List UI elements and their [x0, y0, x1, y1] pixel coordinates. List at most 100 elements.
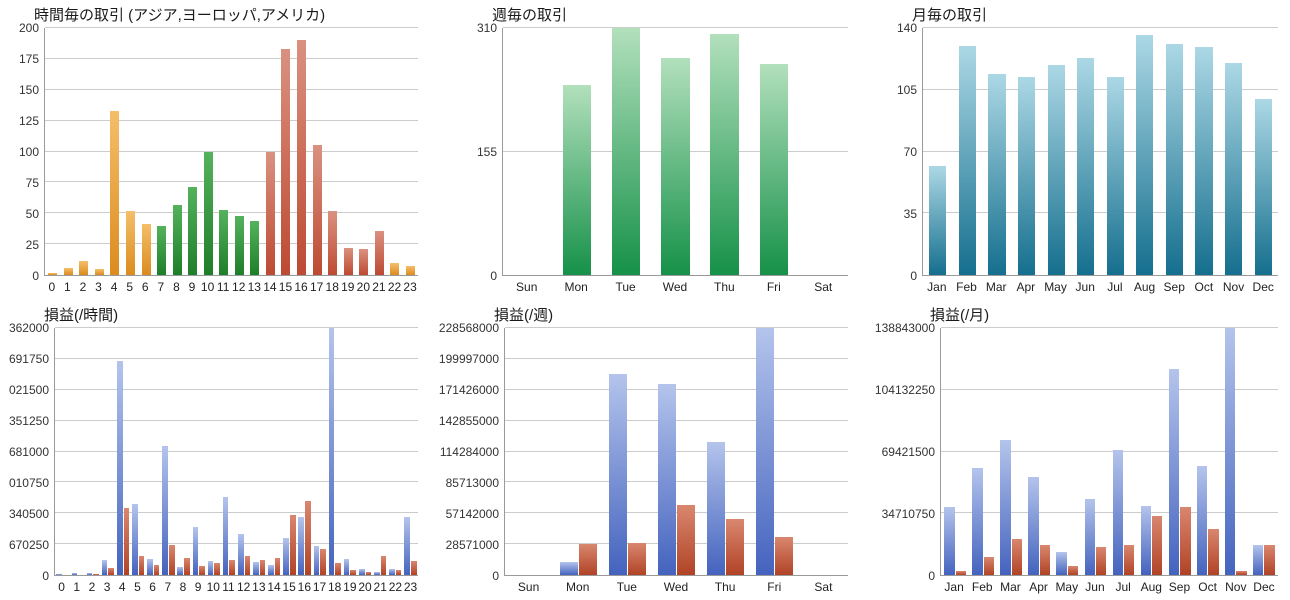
- x-axis-tick-label: 3: [95, 280, 102, 294]
- gridline: [45, 57, 418, 59]
- gridline: [55, 388, 418, 390]
- category-slot: [358, 328, 373, 575]
- gridline: [45, 150, 418, 152]
- category-slot: [123, 28, 139, 275]
- category-slot: [371, 28, 387, 275]
- pnl-monthly-bar-Aug-blue: [1140, 505, 1152, 575]
- category-slot: [92, 28, 108, 275]
- pnl-hourly-bar-18-red: [335, 563, 341, 575]
- pnl-weekly-bar-Tue-red: [628, 542, 647, 575]
- x-axis-tick-label: Sat: [814, 280, 833, 294]
- y-axis-tick-label: 691750: [8, 352, 49, 366]
- trades-hourly-bar-23: [405, 266, 415, 275]
- pnl-weekly-bar-Thu-blue: [706, 442, 725, 575]
- x-axis-tick-label: 15: [282, 580, 296, 594]
- trades-monthly-bar-Mar: [988, 73, 1006, 275]
- trades-hourly-bar-13: [250, 220, 260, 275]
- x-axis-tick-label: Mar: [1000, 580, 1021, 594]
- y-axis: 0 25 50 75 100 125 150 175 200: [2, 21, 44, 283]
- pnl-weekly-bar-Fri-blue: [755, 328, 774, 575]
- chart-title: 損益(/週): [494, 307, 554, 324]
- category-slot: [700, 28, 749, 275]
- pnl-weekly-bar-Fri-red: [775, 537, 794, 575]
- category-slot: [403, 28, 419, 275]
- x-axis-tick-label: Sun: [517, 580, 540, 594]
- trades-hourly-bar-15: [281, 49, 291, 275]
- trades-hourly-bar-2: [79, 261, 89, 275]
- gridline: [505, 512, 848, 514]
- category-slot: [701, 328, 750, 575]
- pnl-hourly-bar-7-red: [168, 544, 175, 575]
- y-axis-tick-label: 228568000: [438, 321, 499, 335]
- pnl-hourly-bar-13-red: [259, 560, 266, 575]
- category-slot: [923, 28, 953, 275]
- pnl-monthly-bar-Mar-blue: [1000, 439, 1011, 575]
- category-slot: [387, 28, 403, 275]
- pnl-monthly-bar-Dec-blue: [1253, 544, 1264, 575]
- pnl-hourly-bar-16-red: [305, 501, 311, 575]
- pnl-hourly-bar-21-red: [380, 555, 387, 575]
- pnl-hourly-bar-3-blue: [101, 559, 108, 575]
- chart-trades-monthly: 月毎の取引 0 35 70 105 140 Jan Feb Mar Apr May Jun Jul A…: [860, 0, 1290, 300]
- gridline: [45, 243, 418, 245]
- gridline: [923, 212, 1278, 214]
- pnl-monthly-bar-Jun-red: [1095, 546, 1107, 575]
- x-axis-tick-label: 10: [200, 280, 215, 294]
- category-slot: [294, 28, 310, 275]
- gridline: [45, 181, 418, 183]
- x-axis-tick-label: Jan: [944, 580, 964, 594]
- trades-monthly-bar-Apr: [1017, 77, 1036, 275]
- trades-hourly-bar-17: [312, 145, 322, 275]
- x-axis-tick-label: 23: [403, 280, 417, 294]
- y-axis-tick-label: 138843000: [874, 321, 935, 335]
- x-axis-tick-label: 7: [164, 580, 172, 594]
- y-axis-tick-label: 0: [42, 569, 49, 583]
- pnl-weekly-bar-Mon-red: [579, 544, 598, 575]
- x-axis-tick-label: 21: [372, 280, 386, 294]
- category-slot: [503, 28, 552, 275]
- pnl-hourly-bar-15-blue: [283, 538, 289, 575]
- x-axis-tick-label: Jun: [1085, 580, 1105, 594]
- category-slot: [1053, 328, 1081, 575]
- category-slot: [554, 328, 603, 575]
- category-slot: [70, 328, 85, 575]
- gridline: [923, 88, 1278, 90]
- category-slot: [169, 28, 185, 275]
- trades-hourly-bar-11: [219, 209, 229, 275]
- pnl-hourly-bar-9-red: [199, 565, 205, 575]
- x-axis-tick-label: 23: [403, 580, 418, 594]
- gridline: [941, 512, 1278, 514]
- x-axis-tick-label: 16: [294, 280, 308, 294]
- y-axis-tick-label: 35: [903, 207, 917, 221]
- pnl-monthly-bar-Apr-red: [1039, 544, 1051, 575]
- pnl-hourly-bar-2-blue: [86, 573, 93, 575]
- gridline: [45, 119, 418, 121]
- category-slot: [263, 28, 279, 275]
- y-axis: 0 34710750 69421500 104132250 138843000: [862, 321, 940, 583]
- x-axis-tick-label: Aug: [1140, 580, 1162, 594]
- category-slot: [953, 28, 983, 275]
- x-axis-tick-label: 4: [110, 280, 118, 294]
- y-axis-tick-label: 155: [476, 145, 497, 159]
- y-axis-tick-label: 021500: [8, 383, 49, 397]
- plot-area: [54, 327, 418, 576]
- category-slot: [1071, 28, 1101, 275]
- pnl-hourly-bar-19-blue: [343, 558, 350, 575]
- trades-hourly-bar-5: [126, 210, 136, 275]
- x-axis-tick-label: 19: [341, 280, 355, 294]
- y-axis-tick-label: 140: [896, 21, 917, 35]
- x-axis-tick-label: 8: [173, 280, 180, 294]
- category-slot: [1248, 28, 1278, 275]
- x-axis-tick-label: 5: [126, 280, 134, 294]
- pnl-weekly-bar-Wed-red: [677, 504, 696, 575]
- trades-hourly-bar-21: [374, 230, 384, 275]
- pnl-hourly-bar-3-red: [108, 567, 115, 575]
- category-slot: [282, 328, 297, 575]
- gridline: [55, 543, 418, 545]
- y-axis-tick-label: 142855000: [438, 414, 499, 428]
- category-slot: [206, 328, 221, 575]
- x-axis-tick-label: Wed: [663, 580, 689, 594]
- gridline: [55, 327, 418, 328]
- x-axis-tick-label: 6: [149, 580, 156, 594]
- trades-hourly-bar-18: [328, 210, 338, 275]
